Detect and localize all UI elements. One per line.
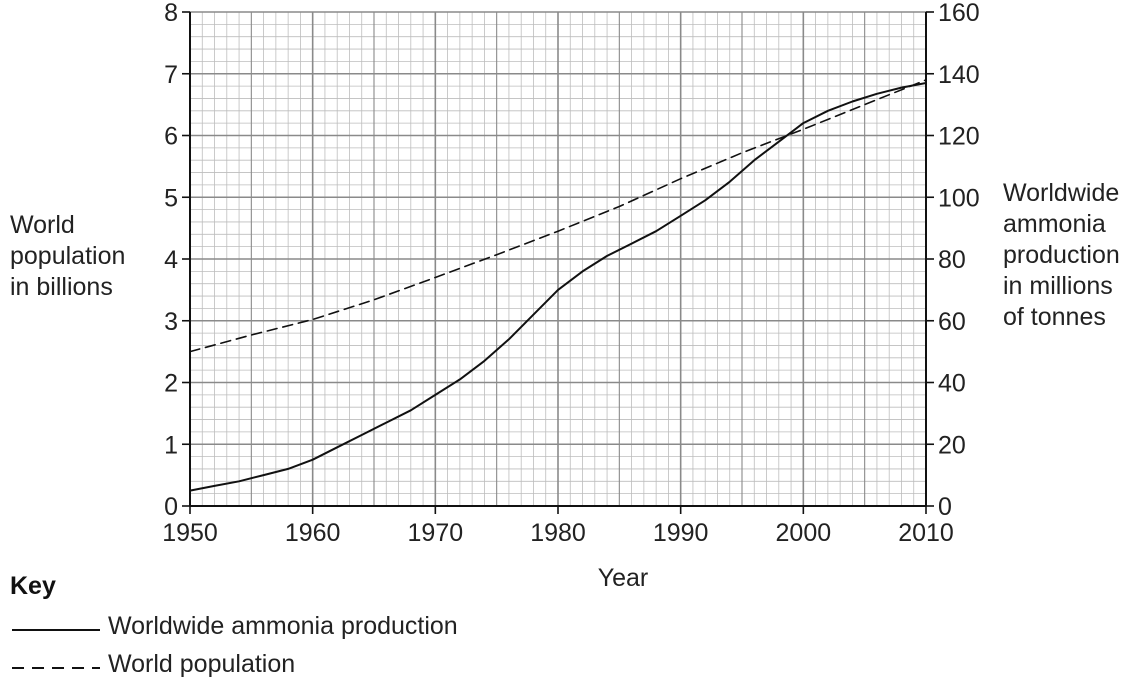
x-tick-label: 1950 (162, 519, 218, 547)
y2-tick-label: 60 (938, 308, 966, 336)
y-axis-label-right: Worldwide ammonia production in millions… (1003, 178, 1120, 333)
y-tick-label: 7 (164, 61, 178, 89)
y-axis-label-line: in billions (10, 273, 113, 301)
key-item-label: World population (108, 650, 296, 678)
solid-line-swatch-icon (12, 629, 100, 631)
x-tick-label: 2000 (776, 519, 832, 547)
series-population-line (189, 79, 927, 353)
y-tick-label: 0 (164, 493, 178, 521)
y2-axis-label-line: production (1003, 241, 1120, 269)
series-layer (189, 79, 927, 492)
x-tick-label: 1970 (408, 519, 464, 547)
y2-tick-label: 100 (938, 184, 980, 212)
x-tick-label: 1990 (653, 519, 709, 547)
y-tick-labels: 0 1 2 3 4 5 6 7 8 (164, 0, 178, 521)
x-tick-labels: 1950 1960 1970 1980 1990 2000 2010 (162, 519, 954, 547)
y-tick-label: 4 (164, 246, 178, 274)
y-tick-label: 5 (164, 184, 178, 212)
dashed-line-swatch-icon (12, 667, 100, 669)
y2-axis-label-line: Worldwide (1003, 179, 1120, 207)
y2-axis-label-line: ammonia (1003, 210, 1106, 238)
key-title: Key (10, 572, 56, 600)
y2-axis-label-line: in millions (1003, 272, 1113, 300)
key-item-label: Worldwide ammonia production (108, 612, 458, 640)
x-tick-label: 1960 (285, 519, 341, 547)
y-tick-label: 2 (164, 370, 178, 398)
y2-tick-label: 80 (938, 246, 966, 274)
y-tick-label: 8 (164, 0, 178, 27)
y2-tick-label: 160 (938, 0, 980, 27)
y2-tick-label: 120 (938, 123, 980, 151)
y-axis-label-left: World population in billions (10, 210, 125, 303)
y-axis-label-line: World (10, 211, 75, 239)
y2-tick-label: 20 (938, 431, 966, 459)
y2-axis-label-line: of tonnes (1003, 303, 1106, 331)
y-tick-label: 1 (164, 431, 178, 459)
y-tick-label: 3 (164, 308, 178, 336)
x-axis-label: Year (598, 564, 649, 592)
x-tick-label: 1980 (530, 519, 586, 547)
series-ammonia-line (189, 82, 927, 492)
y2-tick-label: 140 (938, 61, 980, 89)
x-tick-label: 2010 (898, 519, 954, 547)
y2-tick-labels: 0 20 40 60 80 100 120 140 160 (938, 0, 980, 521)
y-axis-label-line: population (10, 242, 126, 270)
axes (182, 11, 934, 514)
y-tick-label: 6 (164, 123, 178, 151)
y2-tick-label: 0 (938, 493, 952, 521)
y2-tick-label: 40 (938, 370, 966, 398)
